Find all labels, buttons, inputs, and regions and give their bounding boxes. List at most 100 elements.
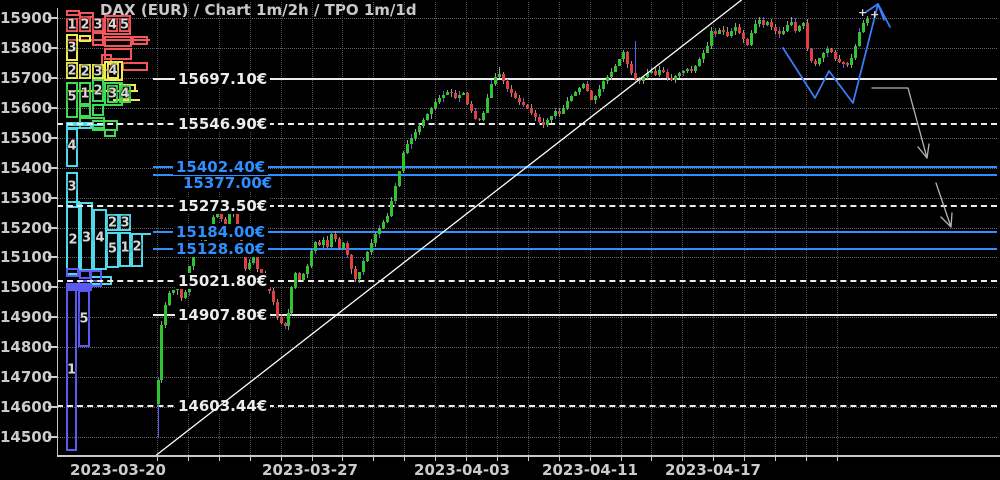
x-axis-tick (218, 455, 220, 461)
y-axis-tick (48, 76, 57, 79)
tpo-period-digit: 4 (120, 86, 130, 102)
price-level-label[interactable]: 15377.00€ (180, 174, 276, 191)
candle-up (854, 45, 857, 58)
candle-up (374, 234, 377, 244)
candle-up (686, 68, 689, 72)
candle-up (287, 312, 290, 326)
candle-down (454, 93, 457, 98)
tpo-box (79, 105, 91, 117)
candle-up (342, 243, 345, 249)
tpo-period-digit: 2 (80, 64, 90, 79)
tpo-box (119, 85, 131, 103)
price-level-label[interactable]: 15128.60€ (173, 240, 269, 257)
tpo-period-digit: 2 (80, 17, 90, 33)
tpo-period-digit: 5 (119, 17, 130, 33)
tpo-box (92, 79, 104, 102)
candle-down (326, 240, 329, 247)
gridline-vertical (311, 2, 313, 455)
gridline-vertical (527, 2, 529, 455)
x-axis-tick (187, 455, 189, 461)
candle-up (602, 81, 605, 89)
candle-up (168, 293, 171, 306)
tpo-period-digit: 5 (67, 89, 77, 105)
candle-up (798, 26, 801, 32)
tpo-box (79, 12, 94, 18)
x-axis-label: 2023-04-17 (665, 461, 761, 479)
candle-up (646, 73, 649, 78)
y-axis-label: 15500 (0, 128, 53, 147)
candle-down (690, 68, 693, 71)
candle-down (670, 77, 673, 81)
candle-up (494, 76, 497, 85)
candle-up (682, 71, 685, 74)
y-axis-tick (48, 17, 57, 19)
y-axis-label: 14600 (0, 398, 53, 417)
y-axis-label: 15600 (0, 98, 53, 117)
candle-up (314, 242, 317, 252)
tpo-period-digit: 4 (67, 138, 77, 154)
candle-down (510, 88, 513, 94)
y-axis-label: 15100 (0, 248, 53, 267)
candle-up (164, 305, 167, 325)
x-axis-label: 2023-04-11 (542, 461, 638, 479)
x-axis-label: 2023-03-27 (262, 461, 358, 479)
gridline-vertical (620, 2, 622, 455)
candle-up (366, 252, 369, 261)
tpo-box (79, 18, 91, 32)
candle-up (566, 100, 569, 108)
candle-up (606, 76, 609, 82)
gridline-vertical (558, 2, 560, 455)
tpo-period-digit: 2 (67, 63, 77, 78)
candle-up (642, 77, 645, 81)
candle-up (818, 58, 821, 65)
tpo-box (119, 232, 131, 267)
tpo-box (106, 214, 119, 231)
candle-down (470, 103, 473, 112)
candle-up (562, 107, 565, 114)
candle-down (778, 30, 781, 35)
candle-up (710, 31, 713, 46)
tpo-box (107, 63, 119, 79)
candle-up (658, 70, 661, 75)
tpo-box (66, 283, 92, 287)
x-axis-frame (57, 455, 1000, 457)
candle-up (378, 228, 381, 235)
candle-up (482, 112, 485, 121)
tpo-box (92, 64, 104, 79)
plus-marker: + (858, 6, 868, 19)
price-level-label[interactable]: 15184.00€ (173, 224, 269, 241)
candle-up (426, 114, 429, 121)
x-axis-tick (404, 455, 406, 461)
x-axis-tick (682, 455, 684, 461)
y-axis-label: 14500 (0, 428, 53, 446)
tpo-box (66, 10, 80, 16)
price-level-label: 15021.80€ (175, 272, 271, 289)
gridline-vertical (805, 2, 807, 455)
candle-up (598, 88, 601, 96)
y-axis-label: 15300 (0, 188, 53, 207)
candle-up (418, 126, 421, 133)
x-axis-tick (527, 455, 529, 461)
candle-up (554, 111, 557, 117)
tpo-period-digit: 3 (120, 215, 130, 230)
candle-up (172, 290, 175, 294)
candle-up (386, 215, 389, 223)
candle-up (622, 52, 625, 60)
tpo-period-digit: 2 (68, 232, 78, 248)
candle-up (382, 222, 385, 229)
candle-down (334, 234, 337, 240)
tpo-period-digit: 1 (66, 362, 77, 378)
x-axis-tick (311, 455, 313, 461)
tpo-line (66, 39, 150, 41)
candle-down (256, 255, 259, 270)
gridline-vertical (466, 2, 467, 455)
tpo-box (92, 18, 104, 32)
candle-up (698, 59, 701, 66)
y-axis-label: 14700 (0, 368, 53, 387)
tpo-box (66, 18, 78, 32)
candle-down (774, 26, 777, 31)
price-level-label[interactable]: 15402.40€ (173, 158, 269, 175)
tpo-box (66, 201, 80, 275)
tpo-box (92, 104, 104, 116)
